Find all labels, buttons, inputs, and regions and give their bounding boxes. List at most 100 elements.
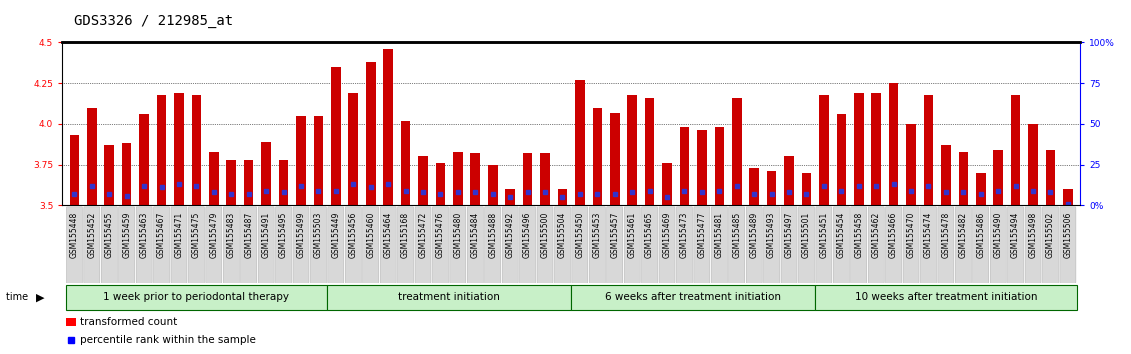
Text: GSM155466: GSM155466 bbox=[889, 212, 898, 258]
Bar bbox=[400, 121, 411, 205]
Bar bbox=[645, 98, 655, 205]
FancyBboxPatch shape bbox=[1008, 207, 1024, 283]
Bar bbox=[715, 127, 724, 205]
FancyBboxPatch shape bbox=[763, 207, 779, 283]
Text: GSM155481: GSM155481 bbox=[715, 212, 724, 258]
FancyBboxPatch shape bbox=[241, 207, 257, 283]
Bar bbox=[593, 108, 602, 205]
FancyBboxPatch shape bbox=[1043, 207, 1059, 283]
Text: GSM155450: GSM155450 bbox=[576, 212, 585, 258]
Text: GSM155465: GSM155465 bbox=[645, 212, 654, 258]
Bar bbox=[889, 83, 898, 205]
Bar bbox=[70, 135, 79, 205]
Text: GSM155449: GSM155449 bbox=[331, 212, 340, 258]
Bar bbox=[1011, 95, 1020, 205]
Text: GSM155483: GSM155483 bbox=[227, 212, 235, 258]
Text: GSM155488: GSM155488 bbox=[489, 212, 498, 258]
Text: GSM155464: GSM155464 bbox=[383, 212, 392, 258]
Text: GSM155460: GSM155460 bbox=[366, 212, 375, 258]
FancyBboxPatch shape bbox=[67, 207, 83, 283]
Bar bbox=[313, 116, 323, 205]
Text: GSM155452: GSM155452 bbox=[87, 212, 96, 258]
Bar bbox=[815, 285, 1077, 310]
Bar bbox=[261, 142, 271, 205]
Bar bbox=[209, 152, 218, 205]
FancyBboxPatch shape bbox=[328, 207, 344, 283]
Bar bbox=[487, 165, 498, 205]
Bar bbox=[278, 160, 288, 205]
Bar bbox=[663, 163, 672, 205]
Bar bbox=[191, 95, 201, 205]
FancyBboxPatch shape bbox=[519, 207, 536, 283]
FancyBboxPatch shape bbox=[815, 207, 832, 283]
FancyBboxPatch shape bbox=[572, 207, 588, 283]
Bar bbox=[610, 113, 620, 205]
Bar bbox=[819, 95, 829, 205]
FancyBboxPatch shape bbox=[973, 207, 988, 283]
Bar bbox=[296, 116, 305, 205]
Bar bbox=[327, 285, 571, 310]
Text: 1 week prior to periodontal therapy: 1 week prior to periodontal therapy bbox=[103, 292, 290, 302]
FancyBboxPatch shape bbox=[432, 207, 449, 283]
Bar bbox=[1046, 150, 1055, 205]
Text: GSM155477: GSM155477 bbox=[698, 212, 707, 258]
Bar bbox=[435, 163, 446, 205]
FancyBboxPatch shape bbox=[537, 207, 553, 283]
FancyBboxPatch shape bbox=[851, 207, 866, 283]
FancyBboxPatch shape bbox=[119, 207, 135, 283]
Bar bbox=[906, 124, 916, 205]
Text: GSM155459: GSM155459 bbox=[122, 212, 131, 258]
FancyBboxPatch shape bbox=[136, 207, 153, 283]
Bar bbox=[854, 93, 864, 205]
Text: GSM155482: GSM155482 bbox=[959, 212, 968, 258]
Bar bbox=[575, 80, 585, 205]
FancyBboxPatch shape bbox=[84, 207, 100, 283]
FancyBboxPatch shape bbox=[676, 207, 692, 283]
Bar bbox=[1028, 124, 1038, 205]
Bar bbox=[66, 318, 76, 326]
FancyBboxPatch shape bbox=[589, 207, 605, 283]
Bar bbox=[993, 150, 1003, 205]
Bar bbox=[506, 189, 515, 205]
FancyBboxPatch shape bbox=[310, 207, 327, 283]
FancyBboxPatch shape bbox=[223, 207, 240, 283]
Bar bbox=[366, 62, 375, 205]
Text: GSM155499: GSM155499 bbox=[296, 212, 305, 258]
Text: GSM155469: GSM155469 bbox=[663, 212, 672, 258]
Bar bbox=[418, 156, 428, 205]
FancyBboxPatch shape bbox=[258, 207, 274, 283]
Bar bbox=[1063, 189, 1072, 205]
Text: GSM155503: GSM155503 bbox=[314, 212, 323, 258]
Text: GSM155494: GSM155494 bbox=[1011, 212, 1020, 258]
FancyBboxPatch shape bbox=[938, 207, 953, 283]
Text: GSM155467: GSM155467 bbox=[157, 212, 166, 258]
FancyBboxPatch shape bbox=[363, 207, 379, 283]
Text: GSM155474: GSM155474 bbox=[924, 212, 933, 258]
Text: GSM155491: GSM155491 bbox=[261, 212, 270, 258]
Text: GSM155453: GSM155453 bbox=[593, 212, 602, 258]
Text: GSM155490: GSM155490 bbox=[994, 212, 1003, 258]
Bar bbox=[959, 152, 968, 205]
FancyBboxPatch shape bbox=[398, 207, 414, 283]
Bar bbox=[924, 95, 933, 205]
FancyBboxPatch shape bbox=[1060, 207, 1076, 283]
Bar bbox=[767, 171, 776, 205]
Text: GSM155480: GSM155480 bbox=[454, 212, 463, 258]
Bar bbox=[697, 130, 707, 205]
Text: GSM155496: GSM155496 bbox=[523, 212, 532, 258]
Text: GSM155463: GSM155463 bbox=[139, 212, 148, 258]
Bar bbox=[454, 152, 463, 205]
Text: GSM155497: GSM155497 bbox=[785, 212, 794, 258]
Bar bbox=[244, 160, 253, 205]
Text: GSM155502: GSM155502 bbox=[1046, 212, 1055, 258]
Bar bbox=[784, 156, 794, 205]
FancyBboxPatch shape bbox=[782, 207, 797, 283]
Text: GSM155506: GSM155506 bbox=[1063, 212, 1072, 258]
Bar bbox=[837, 114, 846, 205]
FancyBboxPatch shape bbox=[641, 207, 657, 283]
Text: GSM155462: GSM155462 bbox=[872, 212, 881, 258]
Text: ▶: ▶ bbox=[36, 292, 45, 302]
Text: GSM155493: GSM155493 bbox=[767, 212, 776, 258]
Text: GSM155478: GSM155478 bbox=[941, 212, 950, 258]
FancyBboxPatch shape bbox=[711, 207, 727, 283]
